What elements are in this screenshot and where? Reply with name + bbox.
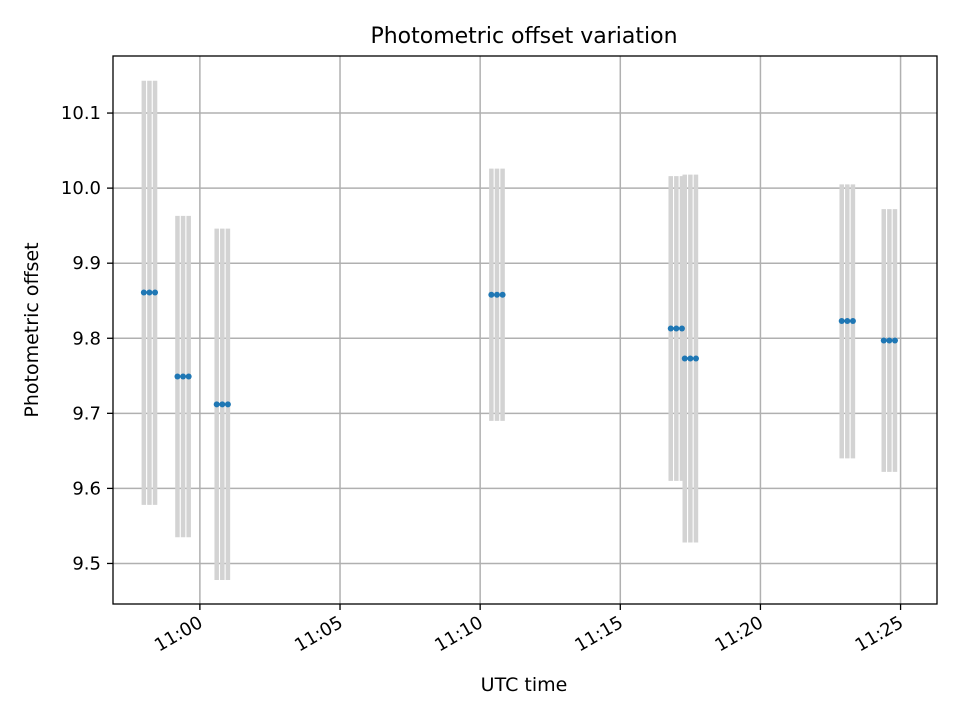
data-point [213, 401, 220, 408]
data-point [180, 373, 187, 380]
y-tick-label: 9.6 [72, 478, 101, 499]
data-point [152, 289, 159, 296]
data-markers [140, 289, 898, 408]
plot-frame [112, 55, 938, 605]
data-point [849, 317, 856, 324]
y-tick-label: 9.5 [72, 553, 101, 574]
data-point [174, 373, 181, 380]
y-tick-label: 10.0 [61, 178, 101, 199]
y-axis-label: Photometric offset [21, 242, 43, 417]
data-point [692, 355, 699, 362]
data-point [687, 355, 694, 362]
data-point [224, 401, 231, 408]
data-point [493, 291, 500, 298]
data-point [185, 373, 192, 380]
data-point [673, 325, 680, 332]
data-point [880, 337, 887, 344]
data-point [681, 355, 688, 362]
data-point [667, 325, 674, 332]
data-point [488, 291, 495, 298]
data-point [886, 337, 893, 344]
x-axis-label: UTC time [481, 674, 568, 696]
data-point [146, 289, 153, 296]
y-tick-label: 9.7 [72, 403, 101, 424]
data-point [499, 291, 506, 298]
data-point [219, 401, 226, 408]
data-point [678, 325, 685, 332]
data-point [838, 317, 845, 324]
y-axis-ticks: 9.5 9.6 9.7 9.8 9.9 10.0 10.1 [61, 103, 113, 574]
y-tick-label: 10.1 [61, 103, 101, 124]
data-point [140, 289, 147, 296]
grid-lines [113, 56, 937, 604]
chart-title: Photometric offset variation [370, 24, 677, 49]
data-point [891, 337, 898, 344]
y-tick-label: 9.8 [72, 328, 101, 349]
y-tick-label: 9.9 [72, 253, 101, 274]
data-point [844, 317, 851, 324]
